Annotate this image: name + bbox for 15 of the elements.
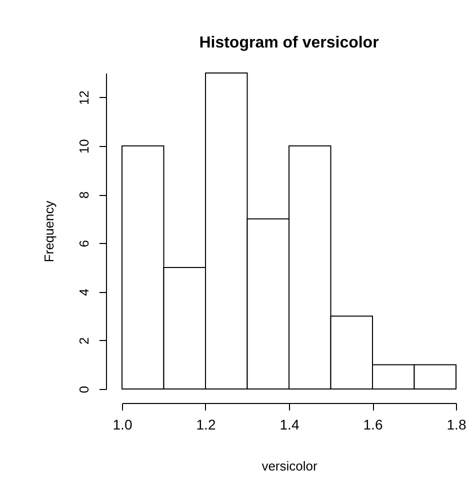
y-tick-label: 0 — [76, 386, 92, 394]
y-axis-title: Frequency — [42, 200, 56, 262]
y-tick-label: 2 — [76, 337, 92, 344]
y-tick-label: 8 — [76, 191, 92, 199]
x-axis-title: versicolor — [262, 458, 318, 474]
x-tick-label: 1.2 — [196, 416, 216, 432]
y-tick-label: 12 — [76, 90, 92, 106]
y-tick-label: 10 — [76, 139, 92, 154]
x-tick-label: 1.8 — [446, 416, 466, 432]
y-tick-label: 6 — [76, 240, 92, 248]
x-tick-label: 1.6 — [363, 416, 383, 432]
x-tick-label: 1.4 — [280, 416, 300, 432]
y-tick-label: 4 — [76, 288, 92, 296]
chart-title: Histogram of versicolor — [199, 34, 379, 52]
x-tick-label: 1.0 — [112, 416, 132, 432]
